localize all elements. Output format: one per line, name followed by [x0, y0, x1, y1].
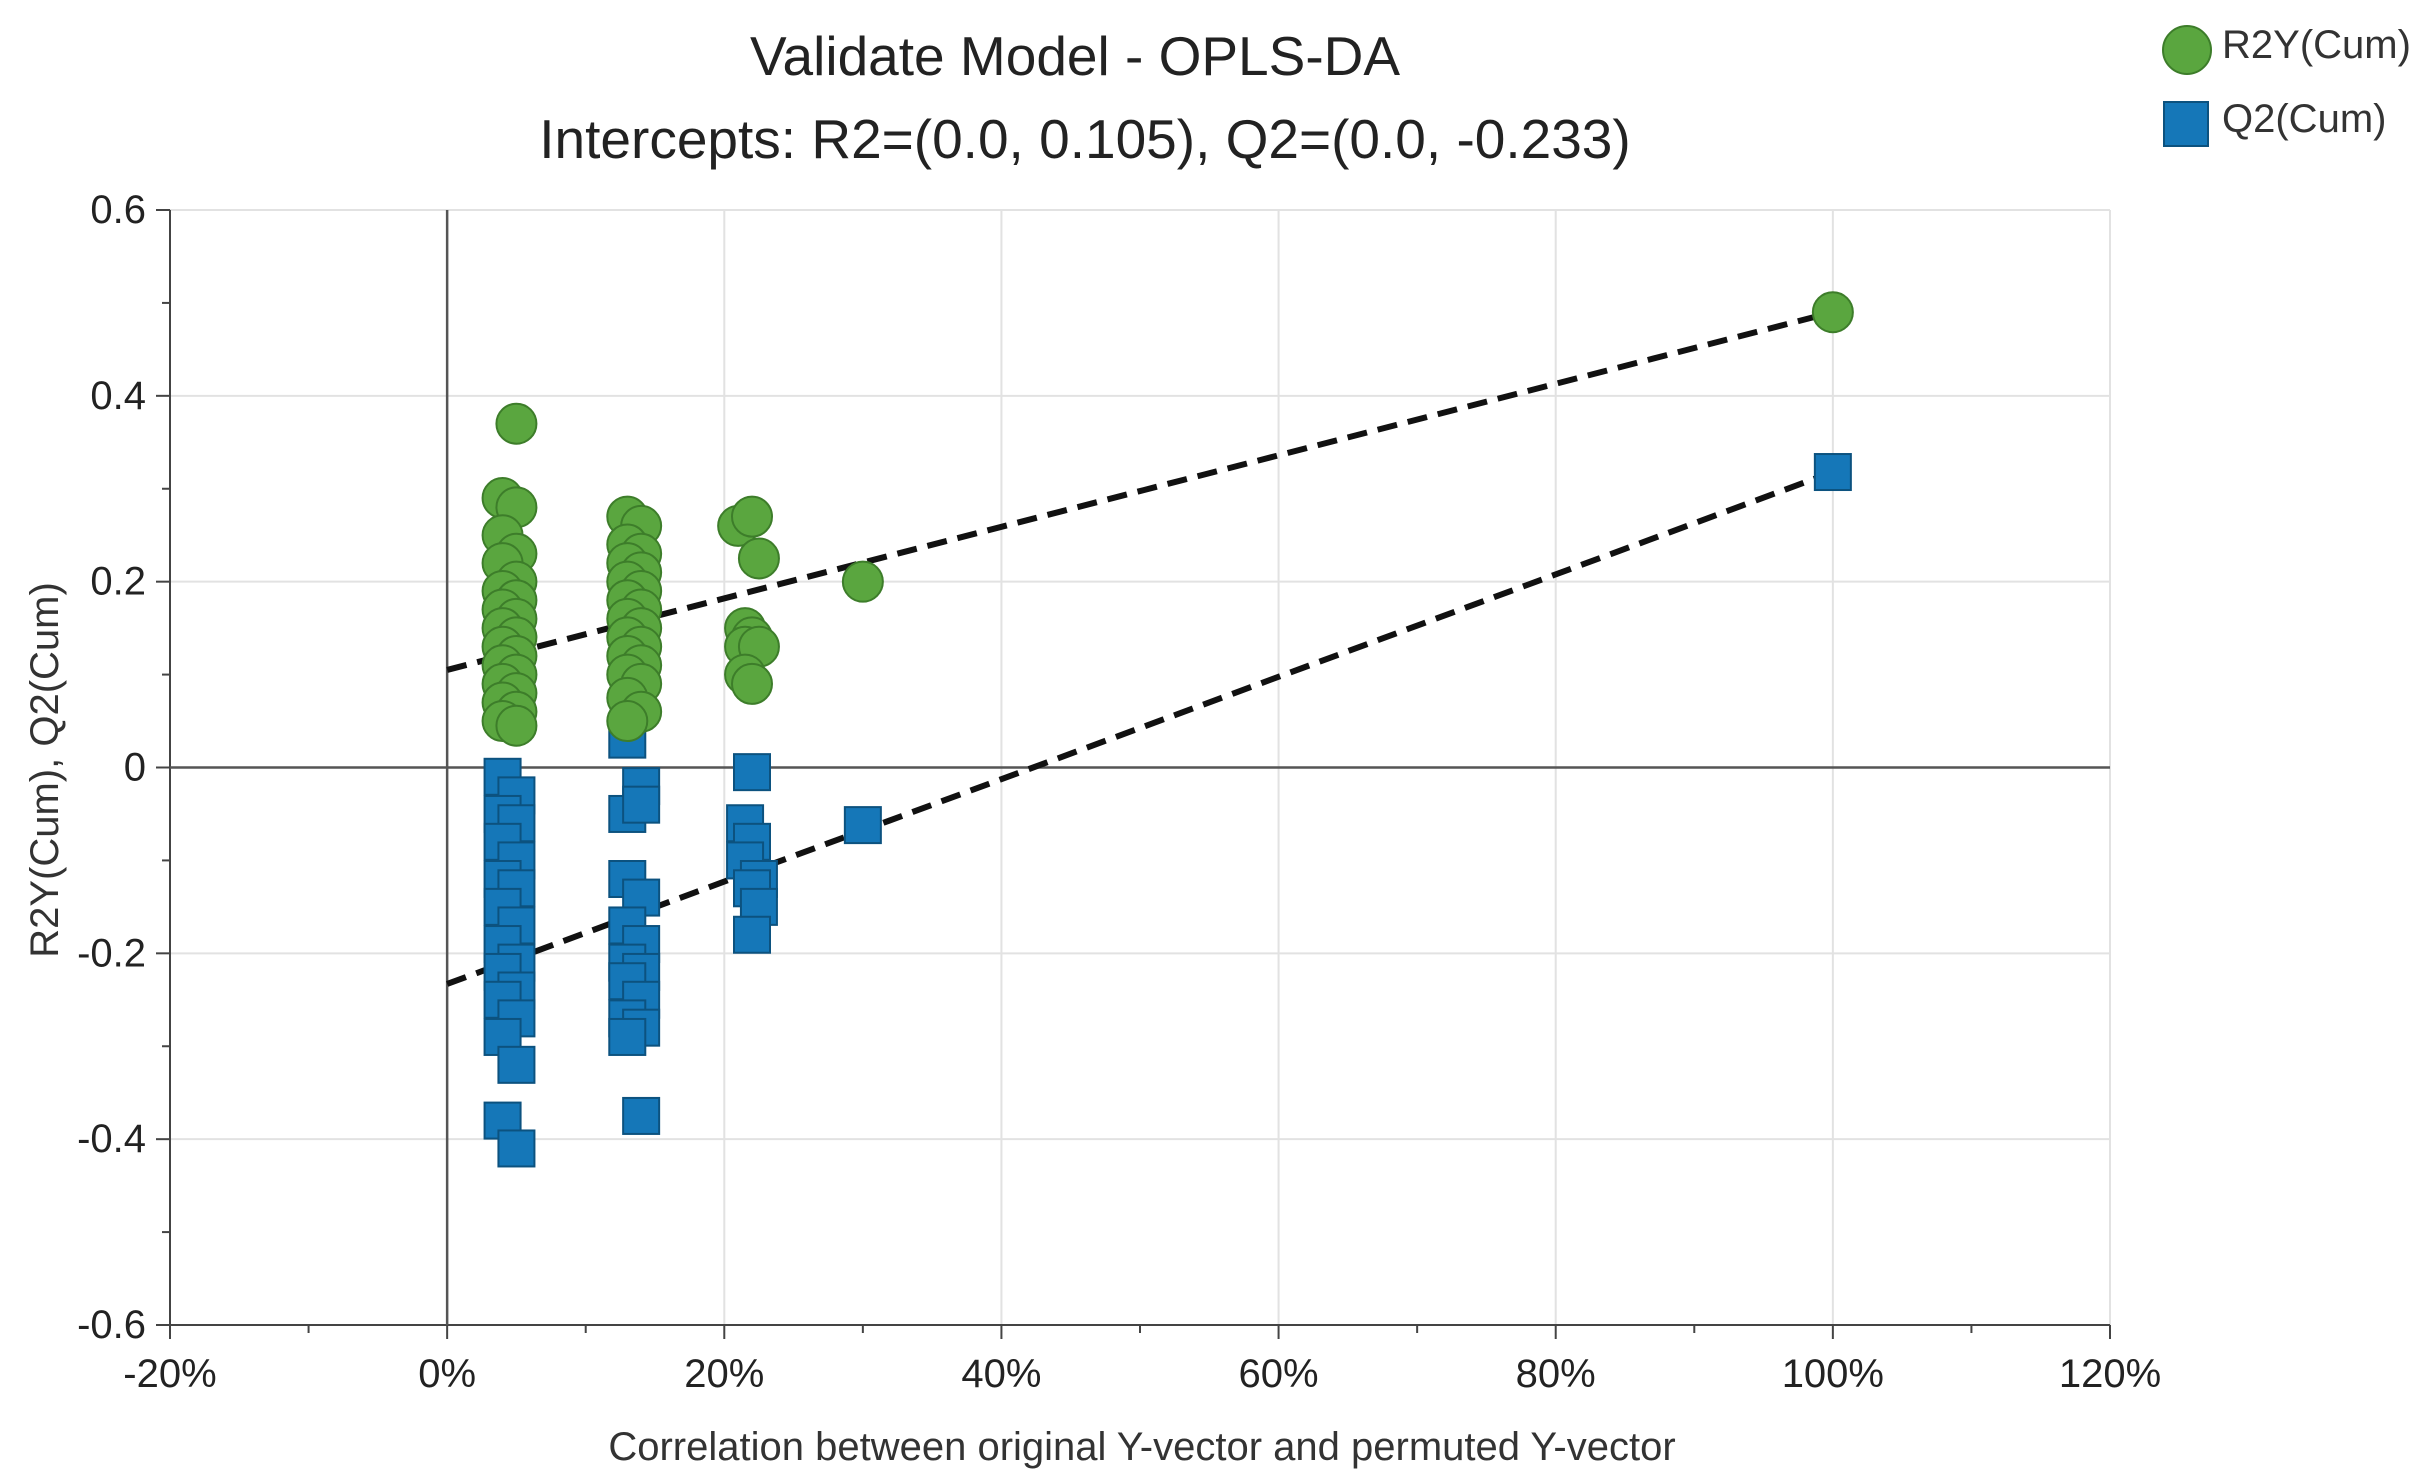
- y-tick-label-3: 0: [124, 746, 146, 790]
- y-tick-label-2: -0.2: [77, 931, 146, 975]
- x-tick-label-6: 100%: [1782, 1352, 1884, 1396]
- q2-point-20: [497, 1129, 536, 1168]
- legend: R2Y(Cum) Q2(Cum): [2162, 23, 2411, 147]
- q2-point-37: [733, 753, 771, 792]
- q2-point-35: [608, 1017, 647, 1056]
- regression-lines: [446, 309, 1834, 987]
- y-tick-label-1: -0.4: [77, 1117, 146, 1161]
- x-tick-label-3: 40%: [961, 1352, 1041, 1396]
- r2y-point-22: [495, 704, 538, 747]
- legend-q2-label: Q2(Cum): [2222, 97, 2386, 141]
- y-tick-label-0: -0.6: [77, 1303, 146, 1347]
- chart-subtitle: Intercepts: R2=(0.0, 0.105), Q2=(0.0, -0…: [539, 108, 1630, 170]
- y-tick-label-5: 0.4: [90, 374, 146, 418]
- r2y-regression-line: [446, 309, 1834, 673]
- legend-q2-marker: [2163, 101, 2209, 147]
- x-tick-label-1: 0%: [418, 1352, 476, 1396]
- r2y-point-0: [495, 402, 538, 445]
- r2y-point-52: [731, 662, 773, 705]
- y-axis-label: R2Y(Cum), Q2(Cum): [23, 582, 67, 958]
- x-tick-label-0: -20%: [123, 1352, 216, 1396]
- legend-r2y-label: R2Y(Cum): [2222, 23, 2411, 67]
- x-axis-ticks: -20% 0% 20% 40% 60% 80% 100% 120%: [123, 1325, 2161, 1396]
- r2y-point-43: [606, 700, 649, 743]
- legend-r2y-marker: [2162, 25, 2212, 75]
- q2-point-24: [622, 785, 661, 824]
- y-tick-label-6: 0.6: [90, 188, 146, 232]
- chart-title: Validate Model - OPLS-DA: [750, 25, 1400, 87]
- x-tick-label-7: 120%: [2059, 1352, 2161, 1396]
- q2-point-44: [733, 915, 771, 954]
- q2-point-26: [622, 878, 661, 917]
- r2y-point-46: [737, 537, 780, 580]
- q2-point-36: [622, 1096, 661, 1135]
- q2-point-46: [1813, 453, 1852, 492]
- r2y-cum-series: [481, 291, 1854, 747]
- x-tick-label-2: 20%: [684, 1352, 764, 1396]
- q2-point-18: [497, 1045, 536, 1084]
- y-axis-ticks: -0.6 -0.4 -0.2 0 0.2 0.4 0.6: [77, 188, 170, 1347]
- x-axis-label: Correlation between original Y-vector an…: [608, 1425, 1675, 1469]
- r2y-point-54: [1811, 291, 1854, 334]
- r2y-point-45: [731, 495, 773, 538]
- q2-cum-series: [483, 453, 1852, 1168]
- y-tick-label-4: 0.2: [90, 560, 146, 604]
- q2-point-45: [843, 806, 882, 845]
- x-tick-label-4: 60%: [1239, 1352, 1319, 1396]
- x-tick-label-5: 80%: [1516, 1352, 1596, 1396]
- r2y-point-53: [841, 560, 884, 603]
